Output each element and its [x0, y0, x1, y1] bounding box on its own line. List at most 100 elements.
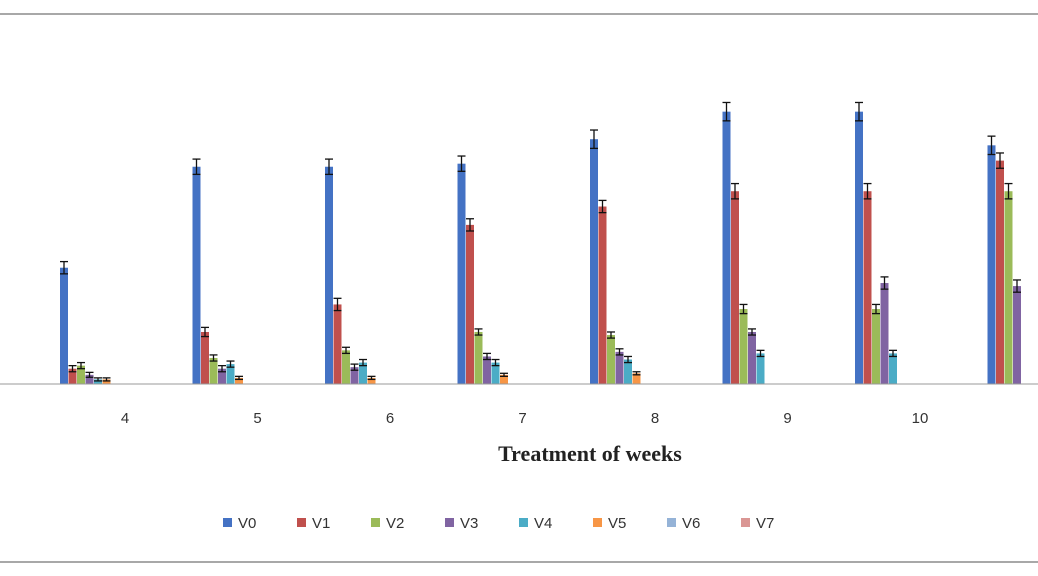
x-tick-label-7: 7	[518, 410, 526, 427]
bar-v5-week-5	[235, 377, 243, 384]
bar-v3-week-6	[350, 367, 359, 384]
error-bar-v5-week-4	[102, 377, 111, 382]
error-bar-v4-week-7	[491, 358, 500, 367]
bar-v5-week-4	[102, 379, 111, 384]
error-bar-v3-week-8	[615, 348, 624, 356]
bar-v3-week-9	[748, 331, 756, 384]
bar-v2-week-10	[872, 309, 880, 384]
legend-label-v4: V4	[534, 515, 552, 532]
bar-v4-week-7	[491, 362, 500, 384]
bar-v5-week-7	[500, 374, 508, 384]
error-bar-v0-week-5	[192, 158, 201, 176]
error-bar-v1-week-5	[201, 326, 209, 338]
error-bar-v0-week-6	[325, 158, 333, 176]
legend-swatch-v7	[741, 518, 750, 527]
bar-v1-week-5	[201, 331, 209, 384]
bar-v3-week-8	[615, 351, 624, 384]
x-tick-label-4: 4	[121, 410, 129, 427]
bar-v1-week-7	[466, 224, 474, 384]
legend: V0 V1 V2 V3 V4 V5 V6 V7	[223, 515, 774, 532]
error-bar-v1-week-9	[731, 182, 739, 200]
legend-swatch-v0	[223, 518, 232, 527]
bar-v0-week-5	[192, 166, 201, 384]
error-bar-v3-week-4	[85, 371, 94, 378]
bar-v3-week-4	[85, 374, 94, 384]
error-bar-v2-week-6	[342, 346, 350, 355]
x-tick-label-9: 9	[783, 410, 791, 427]
legend-swatch-v3	[445, 518, 454, 527]
bar-v1-week-6	[333, 304, 342, 384]
bar-v1-week-8	[598, 206, 607, 384]
bar-v2-week-5	[209, 357, 218, 384]
error-bar-v5-week-7	[500, 372, 508, 378]
bar-v3-week-7	[483, 356, 491, 384]
legend-item-v2: V2	[371, 515, 404, 532]
legend-item-v1: V1	[297, 515, 330, 532]
legend-item-v4: V4	[519, 515, 552, 532]
error-bar-v3-week-5	[218, 364, 226, 373]
error-bar-v2-week-9	[739, 303, 748, 315]
x-tick-label-6: 6	[386, 410, 394, 427]
bar-v2-week-9	[739, 309, 748, 384]
bar-v5-week-8	[632, 373, 641, 384]
error-bars-layer	[60, 101, 1021, 382]
legend-swatch-v1	[297, 518, 306, 527]
bar-v2-week-6	[342, 350, 350, 384]
bar-v4-week-10	[889, 353, 897, 384]
bar-v0-week-4	[60, 267, 68, 384]
bar-v3-week-11	[1013, 286, 1021, 384]
error-bar-v4-week-9	[756, 349, 765, 358]
error-bar-v1-week-10	[863, 182, 872, 200]
error-bar-v1-week-7	[466, 218, 474, 232]
error-bar-v3-week-7	[483, 352, 491, 361]
bar-v0-week-9	[722, 111, 731, 384]
legend-label-v6: V6	[682, 515, 700, 532]
x-tick-label-5: 5	[253, 410, 261, 427]
legend-item-v6: V6	[667, 515, 700, 532]
legend-label-v0: V0	[238, 515, 256, 532]
error-bar-v5-week-5	[235, 375, 243, 381]
bar-v0-week-7	[457, 163, 466, 384]
bar-v1-week-10	[863, 191, 872, 384]
legend-label-v1: V1	[312, 515, 330, 532]
bar-v1-week-9	[731, 191, 739, 384]
error-bar-v1-week-8	[598, 199, 607, 214]
x-tick-labels: 4567891011	[121, 410, 929, 427]
legend-item-v3: V3	[445, 515, 478, 532]
bar-v4-week-8	[624, 359, 632, 384]
legend-swatch-v2	[371, 518, 380, 527]
error-bar-v2-week-10	[872, 303, 880, 315]
error-bar-v3-week-11	[1013, 279, 1021, 293]
error-bar-v3-week-9	[748, 328, 756, 336]
legend-item-v0: V0	[223, 515, 256, 532]
bar-v5-week-6	[367, 377, 376, 384]
bar-v4-week-5	[226, 364, 235, 384]
legend-label-v7: V7	[756, 515, 774, 532]
x-axis-label: Treatment of weeks	[498, 441, 682, 466]
legend-label-v2: V2	[386, 515, 404, 532]
legend-swatch-v6	[667, 518, 676, 527]
error-bar-v4-week-8	[624, 355, 632, 364]
error-bar-v2-week-8	[607, 331, 615, 339]
bar-v0-week-10	[855, 111, 863, 384]
error-bar-v4-week-4	[94, 377, 102, 382]
bar-v4-week-4	[94, 379, 102, 384]
x-tick-label-10: 10	[912, 410, 929, 427]
error-bar-v4-week-6	[359, 358, 367, 367]
error-bar-v2-week-7	[474, 328, 483, 336]
error-bar-v4-week-10	[889, 349, 897, 358]
legend-item-v7: V7	[741, 515, 774, 532]
error-bar-v1-week-4	[68, 364, 77, 373]
legend-label-v3: V3	[460, 515, 478, 532]
bar-v3-week-5	[218, 368, 226, 384]
error-bar-v3-week-6	[350, 363, 359, 371]
error-bar-v4-week-5	[226, 360, 235, 368]
bar-v4-week-9	[756, 353, 765, 384]
legend-swatch-v5	[593, 518, 602, 527]
bar-v0-week-11	[987, 145, 996, 384]
bar-v2-week-7	[474, 331, 483, 384]
bar-v3-week-10	[880, 283, 889, 384]
error-bar-v0-week-11	[987, 135, 996, 156]
legend-label-v5: V5	[608, 515, 626, 532]
